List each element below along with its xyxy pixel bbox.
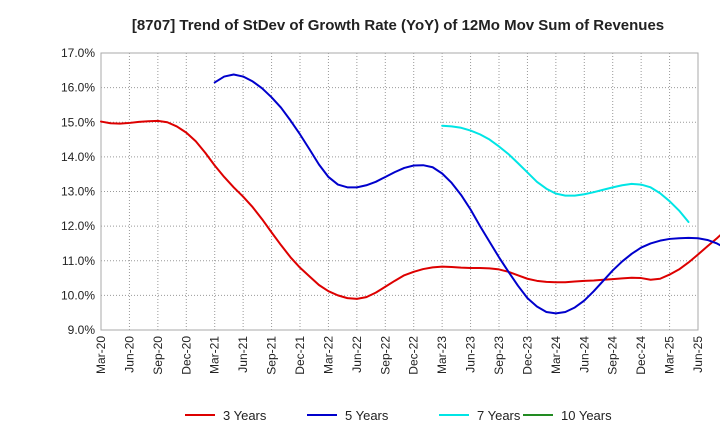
x-tick-label: Jun-25 [691, 336, 705, 373]
y-tick-label: 12.0% [61, 219, 95, 233]
x-tick-label: Sep-22 [378, 336, 392, 375]
x-axis: Mar-20 Jun-20 Sep-20 Dec-20 Mar-21 Jun-21 Sep-… [94, 336, 705, 375]
legend: 3 Years 5 Years 7 Years 10 Years [185, 408, 612, 423]
x-tick-label: Jun-24 [577, 336, 591, 373]
plot-border [100, 52, 699, 331]
y-tick-label: 13.0% [61, 185, 95, 199]
grid-lines [101, 53, 698, 330]
x-tick-label: Sep-24 [606, 336, 620, 375]
x-tick-label: Dec-20 [179, 336, 193, 375]
series-line-5-years [213, 73, 720, 315]
y-tick-label: 10.0% [61, 288, 95, 302]
y-tick-label: 17.0% [61, 46, 95, 60]
x-tick-label: Sep-21 [265, 336, 279, 375]
y-tick-label: 14.0% [61, 150, 95, 164]
legend-label-10-years: 10 Years [561, 408, 612, 423]
series-line-7-years [441, 124, 690, 223]
y-tick-label: 9.0% [68, 323, 96, 337]
x-tick-label: Mar-24 [549, 336, 563, 374]
legend-label-7-years: 7 Years [477, 408, 521, 423]
x-tick-label: Jun-23 [464, 336, 478, 373]
series-lines [100, 73, 720, 315]
x-tick-label: Sep-20 [151, 336, 165, 375]
x-tick-label: Mar-21 [208, 336, 222, 374]
x-tick-label: Dec-22 [407, 336, 421, 375]
x-tick-label: Mar-20 [94, 336, 108, 374]
chart-title: [8707] Trend of StDev of Growth Rate (Yo… [132, 17, 664, 34]
x-tick-label: Jun-21 [236, 336, 250, 373]
x-tick-label: Sep-23 [492, 336, 506, 375]
x-tick-label: Mar-22 [321, 336, 335, 374]
y-tick-label: 11.0% [62, 254, 95, 268]
x-tick-label: Mar-25 [663, 336, 677, 374]
x-tick-label: Dec-21 [293, 336, 307, 375]
y-tick-label: 15.0% [61, 115, 95, 129]
y-tick-label: 16.0% [61, 81, 95, 95]
x-tick-label: Dec-23 [520, 336, 534, 375]
x-tick-label: Dec-24 [634, 336, 648, 375]
x-tick-label: Mar-23 [435, 336, 449, 374]
legend-label-3-years: 3 Years [223, 408, 267, 423]
legend-label-5-years: 5 Years [345, 408, 389, 423]
x-tick-label: Jun-20 [122, 336, 136, 373]
x-tick-label: Jun-22 [350, 336, 364, 373]
y-axis: 9.0% 10.0% 11.0% 12.0% 13.0% 14.0% 15.0% 16.0% 1… [61, 46, 95, 337]
series-line-3-years [100, 119, 720, 300]
